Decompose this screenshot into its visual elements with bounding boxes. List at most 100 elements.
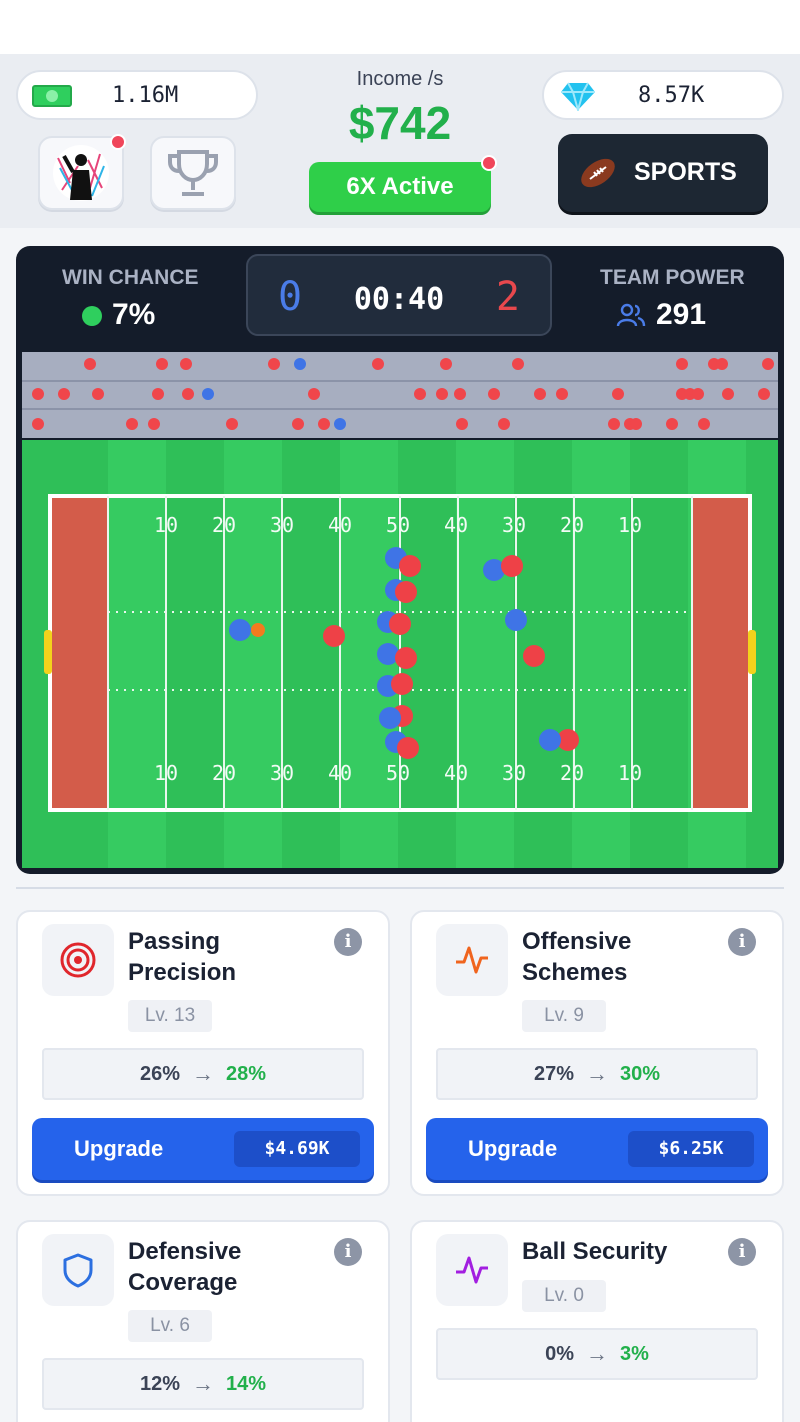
players [229, 547, 579, 759]
upgrade-icon-box [42, 924, 114, 996]
target-icon [60, 942, 96, 978]
yard-number: 10 [618, 513, 642, 537]
gem-counter: 8.57K [542, 70, 784, 120]
upgrade-button-label: Upgrade [468, 1136, 558, 1161]
cash-counter: 1.16M [16, 70, 258, 120]
match-panel: WIN CHANCE 7% 0 00:40 2 TEAM POWER 291 [16, 246, 784, 874]
stat-current: 26% [139, 1062, 180, 1085]
upgrade-card-offensive-schemes: Offensive Schemes i Lv. 9 27% → 30% Upgr… [410, 910, 784, 1196]
yard-lines [107, 496, 693, 810]
fan [32, 418, 44, 430]
fan [92, 388, 104, 400]
fan [84, 358, 96, 370]
football-icon [581, 158, 615, 188]
upgrade-icon-box [436, 924, 508, 996]
stands-row-divider [22, 408, 778, 410]
cash-value: 1.16M [112, 82, 179, 108]
status-bar-area [0, 0, 800, 54]
player-home [377, 643, 399, 665]
trophy-button[interactable] [150, 136, 236, 210]
team-power-value: 291 [656, 298, 707, 331]
fan [556, 388, 568, 400]
fan [414, 388, 426, 400]
stat-current: 0% [545, 1342, 574, 1365]
player-away [501, 555, 523, 577]
upgrade-icon-box [42, 1234, 114, 1306]
yard-number: 50 [386, 761, 410, 785]
fan [692, 388, 704, 400]
sports-button[interactable]: SPORTS [558, 134, 768, 212]
fan [456, 418, 468, 430]
football-field: 10 20 30 40 50 40 30 20 10 10 20 30 40 50 40 30 20 10 [22, 440, 778, 868]
scoreboard: 0 00:40 2 [246, 254, 552, 336]
fan [202, 388, 214, 400]
player-home [483, 559, 505, 581]
upgrade-stats: 0% → 3% [436, 1328, 758, 1380]
info-icon[interactable]: i [728, 1238, 756, 1266]
endzone-left [52, 496, 108, 810]
crowd-stands [22, 352, 778, 438]
stat-next: 30% [620, 1062, 661, 1085]
fan [762, 358, 774, 370]
player-away [391, 673, 413, 695]
arrow-right-icon: → [192, 1061, 214, 1086]
info-icon[interactable]: i [334, 928, 362, 956]
endzone-right [692, 496, 748, 810]
fan [372, 358, 384, 370]
diamond-icon [561, 82, 595, 111]
player-away [399, 555, 421, 577]
upgrade-cost: $4.69K [234, 1131, 360, 1167]
sports-button-label: SPORTS [634, 158, 737, 186]
yard-number: 10 [618, 761, 642, 785]
yard-number: 30 [502, 761, 526, 785]
player-away [523, 645, 545, 667]
fan [32, 388, 44, 400]
section-divider [16, 887, 784, 889]
profile-button[interactable] [38, 136, 124, 210]
game-timer: 00:40 [353, 282, 445, 317]
yard-number: 40 [328, 761, 352, 785]
player-away [323, 625, 345, 647]
upgrade-stats: 27% → 30% [436, 1048, 758, 1100]
upgrade-button[interactable]: Upgrade $4.69K [32, 1118, 374, 1180]
fan [148, 418, 160, 430]
info-icon[interactable]: i [728, 928, 756, 956]
player-home [539, 729, 561, 751]
multiplier-notification-dot [481, 155, 497, 171]
fan [512, 358, 524, 370]
arrow-right-icon: → [192, 1371, 214, 1396]
away-score: 2 [495, 274, 520, 320]
info-icon[interactable]: i [334, 1238, 362, 1266]
fan [318, 418, 330, 430]
fan [58, 388, 70, 400]
upgrade-title: Defensive Coverage [128, 1238, 242, 1296]
player-away [389, 613, 411, 635]
upgrade-level: Lv. 6 [128, 1310, 212, 1342]
fan [436, 388, 448, 400]
stat-next: 28% [226, 1062, 267, 1085]
pulse-icon [456, 1256, 488, 1284]
stat-next: 3% [620, 1342, 649, 1365]
fan [716, 358, 728, 370]
upgrade-stats: 26% → 28% [42, 1048, 364, 1100]
yard-number: 40 [328, 513, 352, 537]
multiplier-active-button[interactable]: 6X Active [309, 162, 491, 212]
fan [698, 418, 710, 430]
upgrade-button[interactable]: Upgrade $6.25K [426, 1118, 768, 1180]
stat-next: 14% [226, 1372, 267, 1395]
fan [612, 388, 624, 400]
yard-number: 40 [444, 761, 468, 785]
fan [294, 358, 306, 370]
upgrade-stats: 12% → 14% [42, 1358, 364, 1410]
yard-number: 20 [560, 761, 584, 785]
pulse-icon [456, 946, 488, 974]
avatar [53, 145, 109, 201]
player-away [395, 647, 417, 669]
win-chance-indicator [82, 306, 102, 326]
win-chance-value: 7% [112, 298, 156, 331]
arrow-right-icon: → [586, 1061, 608, 1086]
upgrade-button-label: Upgrade [74, 1136, 164, 1161]
upgrade-title: Offensive Schemes [522, 928, 632, 986]
player-home [379, 707, 401, 729]
shield-icon [63, 1253, 93, 1288]
